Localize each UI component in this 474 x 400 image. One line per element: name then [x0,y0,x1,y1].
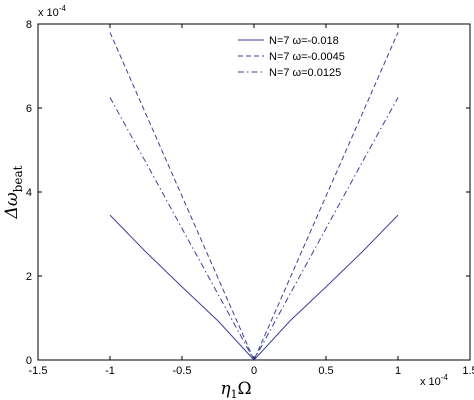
x-multiplier: x 10-4 [420,373,448,388]
y-tick-label: 2 [26,271,32,283]
legend-label-2: N=7 ω=-0.0045 [269,51,345,63]
x-tick-label: -1 [105,365,115,377]
series-line-3 [109,97,399,362]
legend: N=7 ω=-0.018 N=7 ω=-0.0045 N=7 ω=0.0125 [238,35,345,79]
y-tick-label: 8 [26,19,32,31]
x-tick-label: 1.5 [462,365,474,377]
y-tick-label: 0 [26,355,32,367]
x-tick-label: -0.5 [173,365,192,377]
x-tick-label: -1.5 [29,365,48,377]
x-tick-label: 0.5 [318,365,333,377]
series-group [109,32,399,362]
plot-area [37,23,471,361]
x-tick-label: 0 [251,365,257,377]
y-axis-label: Δωbeat [2,165,25,219]
y-tick-label: 4 [26,187,32,199]
y-multiplier: x 10-4 [38,4,66,19]
legend-label-1: N=7 ω=-0.018 [269,35,339,47]
x-tick-label: 1 [395,365,401,377]
y-tick-label: 6 [26,103,32,115]
series-line-2 [109,32,399,362]
x-axis-label: η1Ω [220,379,251,400]
legend-label-3: N=7 ω=0.0125 [269,67,341,79]
ticks: -1.5 -1 -0.5 0 0.5 1 1.5 0 2 4 6 8 [26,19,474,377]
